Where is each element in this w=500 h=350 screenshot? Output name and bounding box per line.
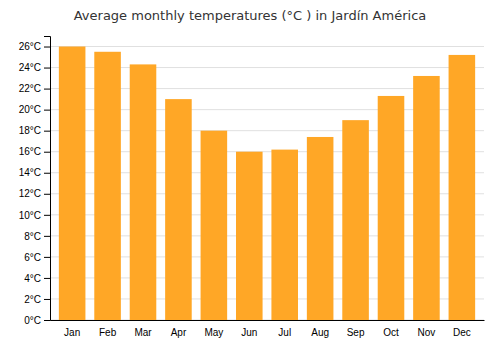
x-tick: Dec [453,327,471,338]
y-tick-label: 6°C [24,252,41,263]
y-tick-mark [44,131,50,132]
x-tick: Jun [241,327,257,338]
y-tick: 20°C [19,104,50,115]
y-tick: 12°C [19,188,50,199]
y-tick-label: 10°C [19,210,41,221]
y-tick-label: 16°C [19,146,41,157]
y-tick: 0°C [24,315,50,326]
x-tick: Aug [311,327,329,338]
y-tick: 6°C [24,252,50,263]
bar [165,99,192,320]
y-tick-mark [44,257,50,258]
bar [236,152,263,320]
y-tick-mark [44,236,50,237]
bar [201,131,228,320]
bars [59,47,475,320]
y-tick-mark [44,299,50,300]
y-tick: 26°C [19,41,50,52]
y-tick-mark [44,89,50,90]
x-axis-line [51,320,485,321]
y-tick-label: 8°C [24,231,41,242]
bar [342,120,369,320]
y-tick-mark [44,173,50,174]
y-tick: 22°C [19,83,50,94]
x-tick-label: Sep [347,327,365,338]
y-tick-mark [44,68,50,69]
x-tick: Mar [134,327,152,338]
grid-line [50,46,484,47]
x-tick: May [204,327,223,338]
y-tick-label: 2°C [24,294,41,305]
y-tick: 10°C [19,210,50,221]
x-tick: Oct [383,327,399,338]
x-tick-label: Apr [171,327,187,338]
chart: Average monthly temperatures (°C ) in Ja… [0,0,500,350]
y-tick-label: 12°C [19,188,41,199]
x-tick-label: Oct [383,327,399,338]
plot: 0°C 2°C 4°C 6°C 8°C 10°C 12°C 14°C 16°C 18°C 20°C 2… [19,37,485,339]
y-tick: 18°C [19,125,50,136]
y-tick-mark [44,47,50,48]
bar [59,47,86,320]
grid [50,47,484,320]
x-tick: Apr [171,327,187,338]
y-tick-label: 22°C [19,83,41,94]
bar [378,96,405,320]
bar [307,137,334,320]
y-tick-label: 18°C [19,125,41,136]
y-tick-label: 24°C [19,62,41,73]
y-tick: 14°C [19,167,50,178]
x-tick-label: Dec [453,327,471,338]
y-tick: 4°C [24,273,50,284]
x-tick: Feb [99,327,117,338]
x-tick: Nov [418,327,436,338]
y-tick-mark [44,110,50,111]
x-tick-label: Mar [134,327,152,338]
y-tick-label: 4°C [24,273,41,284]
title: Average monthly temperatures (°C ) in Ja… [74,8,427,23]
y-tick-mark [44,194,50,195]
x-tick: Sep [347,327,365,338]
y-tick-mark [44,215,50,216]
bar [271,150,298,320]
y-tick-mark [44,320,50,321]
y-tick: 8°C [24,231,50,242]
x-tick-label: Nov [418,327,436,338]
y-tick: 16°C [19,146,50,157]
x-tick-label: Jun [241,327,257,338]
x-tick: Jul [278,327,291,338]
x-tick-label: Aug [311,327,329,338]
y-axis: 0°C 2°C 4°C 6°C 8°C 10°C 12°C 14°C 16°C 18°C 20°C 2… [19,37,51,326]
x-tick-label: May [204,327,223,338]
x-tick: Jan [64,327,80,338]
x-tick-label: Jul [278,327,291,338]
bar [413,76,440,320]
y-tick-label: 20°C [19,104,41,115]
y-tick-mark [44,152,50,153]
x-axis: Jan Feb Mar Apr May Jun Jul Aug Sep Oct Nov Dec [51,321,485,339]
y-tick: 2°C [24,294,50,305]
bar [449,55,476,320]
y-tick-label: 14°C [19,167,41,178]
x-tick-label: Jan [64,327,80,338]
y-tick-label: 26°C [19,41,41,52]
x-tick-label: Feb [99,327,117,338]
bar [130,64,157,320]
y-tick-mark [44,278,50,279]
y-tick-label: 0°C [24,315,41,326]
bar [94,52,121,320]
y-tick: 24°C [19,62,50,73]
y-axis-line [44,37,51,321]
